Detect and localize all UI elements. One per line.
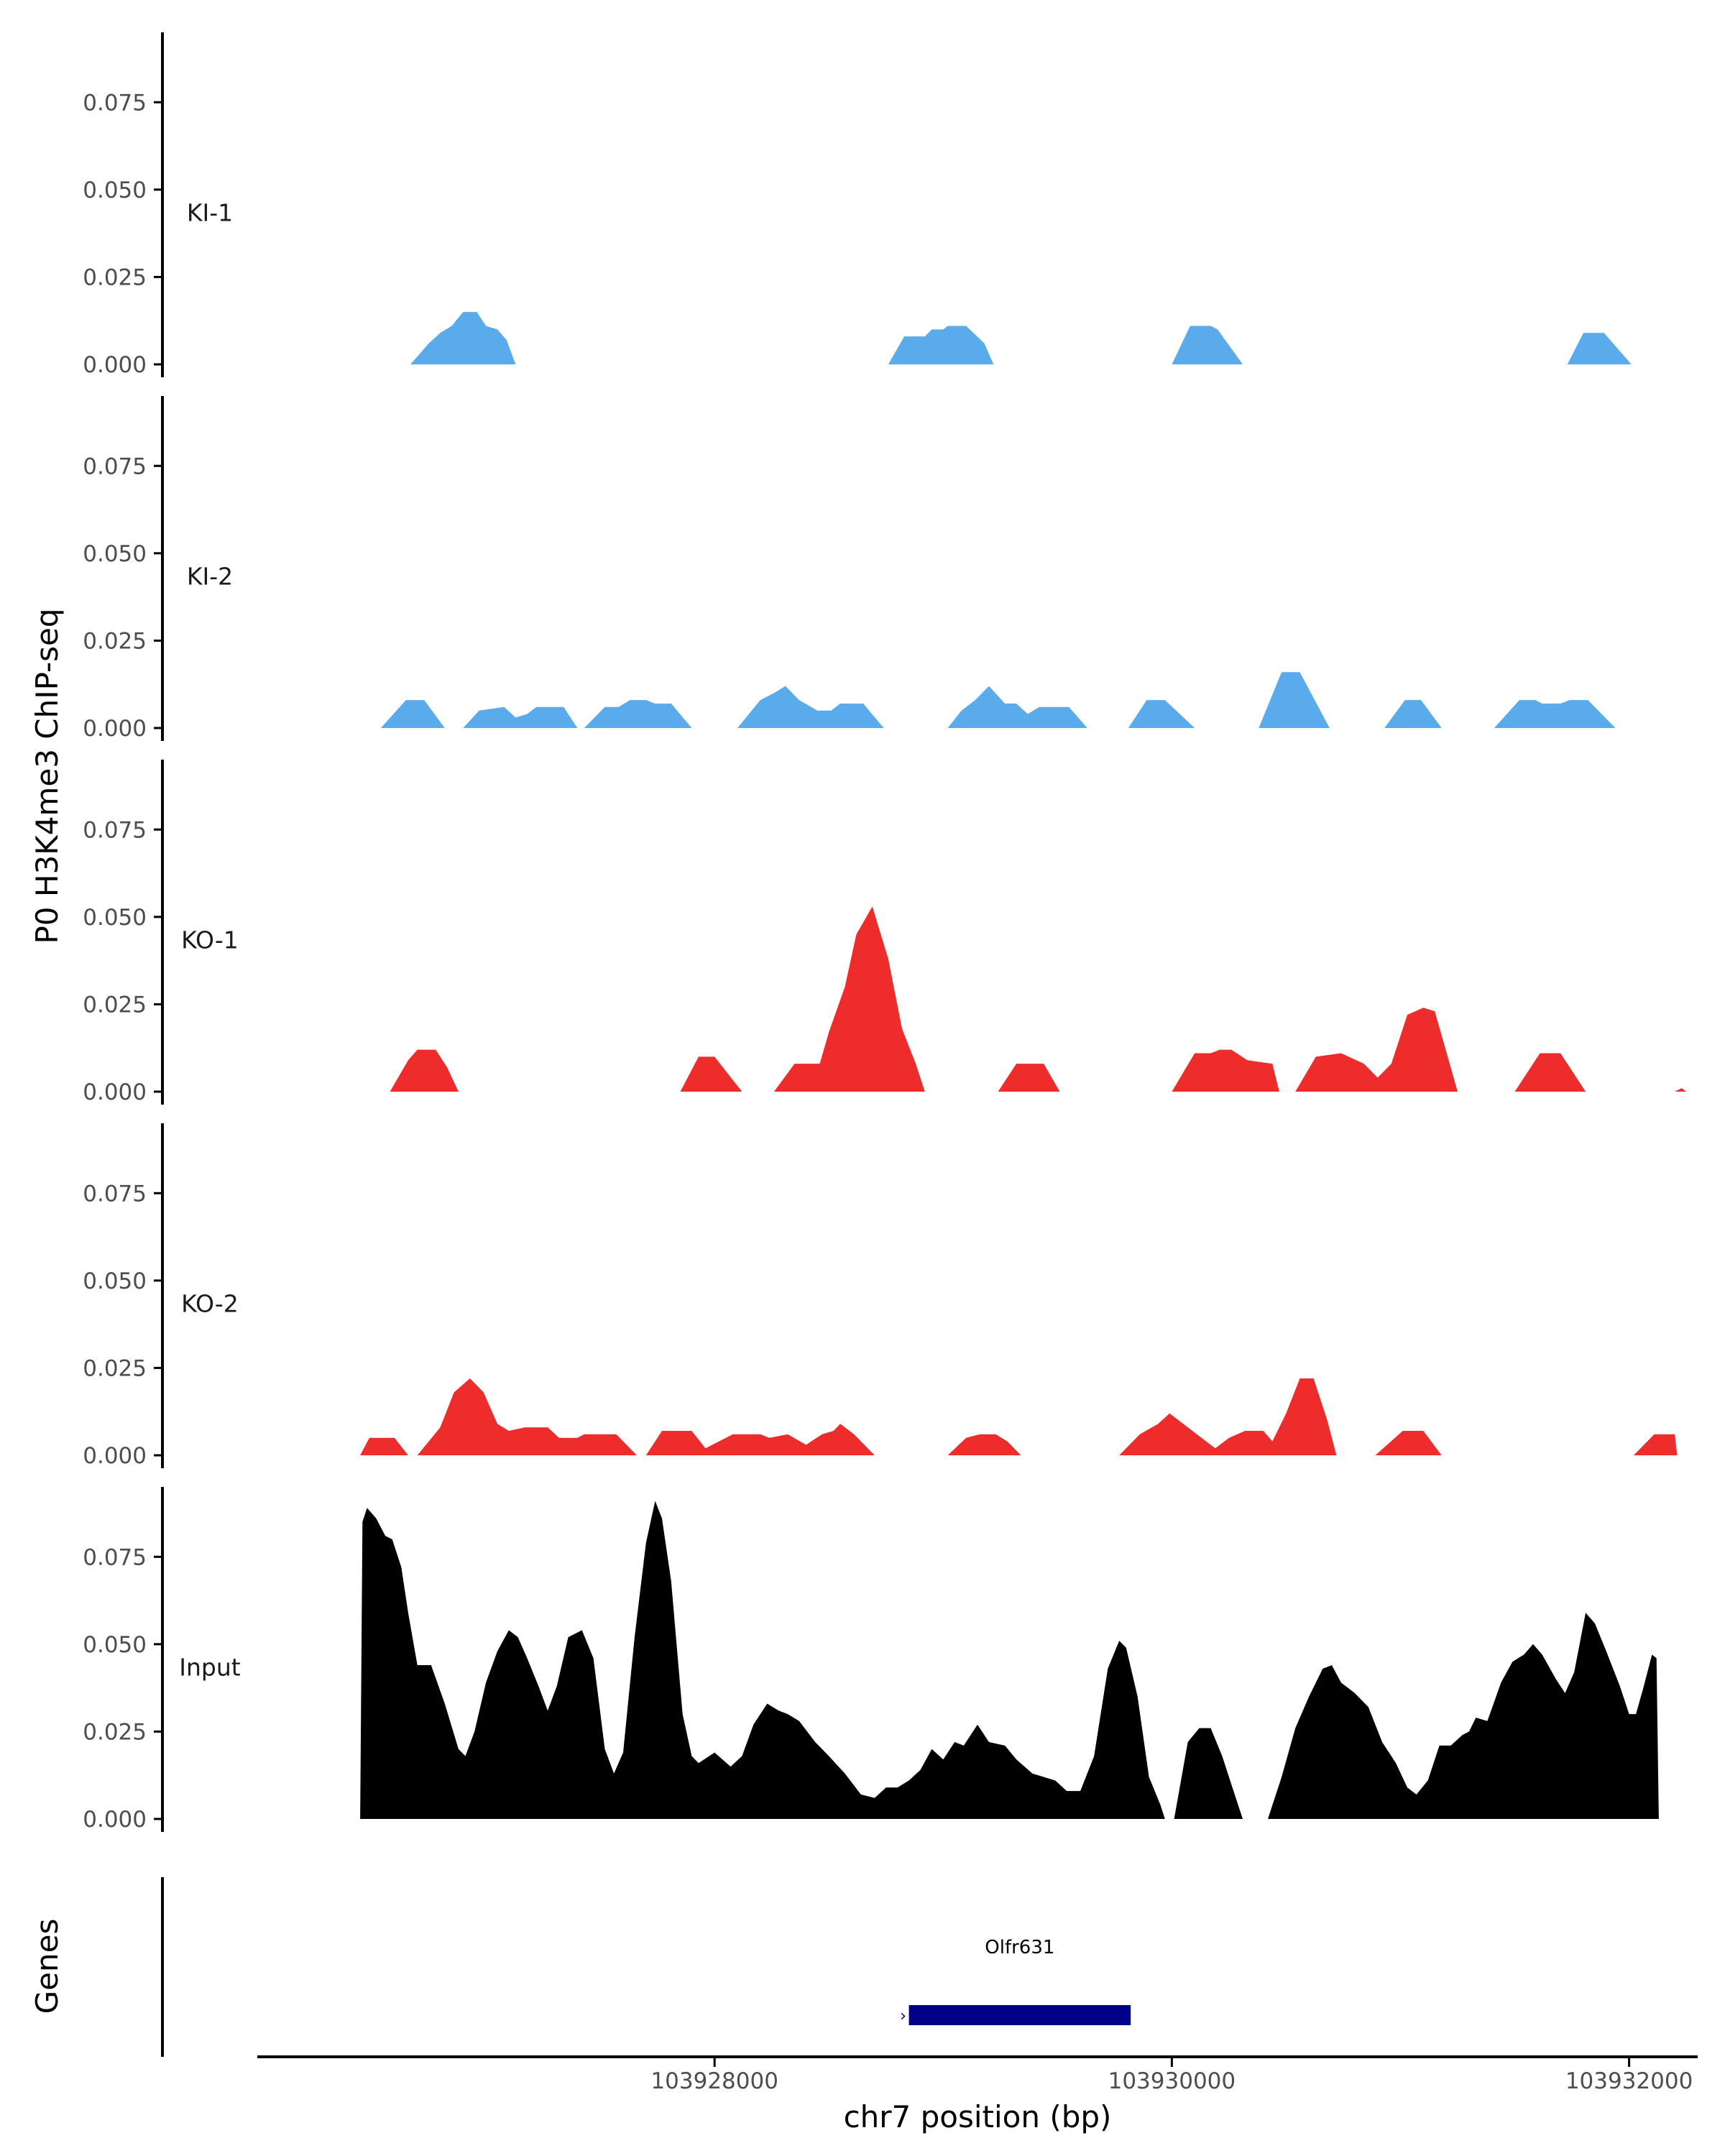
y-tick-label-ko-2-3: 0.075 [83, 1181, 147, 1207]
signal-area-ko-1 [390, 906, 1687, 1092]
track-label-ko-1: KO-1 [181, 926, 239, 954]
track-label-ki-1: KI-1 [187, 198, 233, 226]
y-tick-label-input-0: 0.000 [83, 1807, 147, 1833]
y-tick-label-input-3: 0.075 [83, 1544, 147, 1570]
signal-area-ki-1 [410, 312, 1632, 364]
y-tick-label-ko-1-0: 0.000 [83, 1079, 147, 1105]
y-tick-label-ki-1-3: 0.075 [83, 90, 147, 116]
y-tick-label-ko-1-2: 0.050 [83, 905, 147, 931]
gene-label: Olfr631 [985, 1937, 1054, 1958]
x-axis-title: chr7 position (bp) [844, 2099, 1112, 2134]
track-ki-2: 0.000 0.025 0.050 0.075 KI-2 [83, 396, 1616, 742]
genes-title: Genes [29, 1919, 65, 2014]
y-tick-label-ko-1-3: 0.075 [83, 817, 147, 843]
track-input: 0.000 0.025 0.050 0.075 Input [83, 1487, 1659, 1833]
y-tick-label-ko-1-1: 0.025 [83, 992, 147, 1018]
track-ko-2: 0.000 0.025 0.050 0.075 KO-2 [83, 1123, 1678, 1469]
strand-arrow-icon: › [900, 2007, 906, 2025]
x-axis: chr7 position (bp) 103928000 103930000 103… [257, 2055, 1698, 2134]
y-axis-title: P0 H3K4me3 ChIP-seq [29, 608, 65, 944]
y-tick-label-ki-2-1: 0.025 [83, 628, 147, 654]
track-label-input: Input [179, 1653, 241, 1681]
gene-body [908, 2005, 1131, 2025]
y-tick-label-ki-1-2: 0.050 [83, 178, 147, 203]
y-tick-label-ki-2-3: 0.075 [83, 453, 147, 479]
x-tick-label-2: 103932000 [1565, 2068, 1693, 2094]
track-ki-1: 0.000 0.025 0.050 0.075 KI-1 [83, 32, 1632, 378]
y-tick-label-ki-2-0: 0.000 [83, 716, 147, 742]
y-tick-label-input-1: 0.025 [83, 1719, 147, 1745]
signal-tracks: 0.0000.0250.0500.075KI-10.0000.0250.0500… [83, 32, 1687, 1833]
signal-area-input [360, 1501, 1659, 1819]
signal-area-ki-2 [380, 672, 1616, 728]
track-label-ko-2: KO-2 [181, 1289, 239, 1317]
x-tick-label-0: 103928000 [650, 2068, 778, 2094]
y-tick-label-input-2: 0.050 [83, 1632, 147, 1658]
y-tick-label-ko-2-1: 0.025 [83, 1355, 147, 1381]
signal-area-ko-2 [360, 1378, 1678, 1455]
x-tick-label-1: 103930000 [1108, 2068, 1236, 2094]
y-tick-label-ko-2-2: 0.050 [83, 1268, 147, 1294]
track-label-ki-2: KI-2 [187, 562, 233, 590]
y-tick-label-ko-2-0: 0.000 [83, 1443, 147, 1469]
y-tick-label-ki-1-1: 0.025 [83, 264, 147, 290]
gene-panel: Genes Olfr631 › [29, 1877, 1131, 2057]
track-ko-1: 0.000 0.025 0.050 0.075 KO-1 [83, 760, 1687, 1105]
y-tick-label-ki-2-2: 0.050 [83, 541, 147, 567]
y-tick-label-ki-1-0: 0.000 [83, 352, 147, 378]
